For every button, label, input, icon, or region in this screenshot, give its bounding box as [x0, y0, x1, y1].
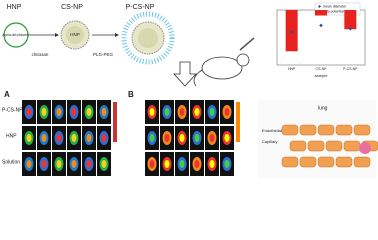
cell: [335, 124, 353, 136]
cell: [353, 156, 371, 168]
signal: [101, 160, 107, 168]
lung-label: Endothelial Cell: [262, 128, 290, 133]
cell: [307, 140, 325, 152]
signal: [209, 134, 215, 142]
signal: [164, 160, 170, 168]
x-tick-label: P-CS-NP: [343, 67, 358, 71]
mouse-head: [236, 53, 250, 67]
signal: [164, 134, 170, 142]
signal: [56, 108, 62, 116]
cell: [317, 156, 335, 168]
label-pcsnp: P-CS-NP: [126, 4, 155, 11]
pcsnp-core: [138, 28, 158, 48]
signal: [179, 134, 185, 142]
signal: [149, 108, 155, 116]
signal: [194, 108, 200, 116]
signal: [209, 108, 215, 116]
signal: [86, 160, 92, 168]
csnp-core: [66, 26, 84, 44]
page: {"top": {"labels": ["HNP", "CS-NP", "P-C…: [2, 2, 378, 178]
diameter-point: [348, 26, 353, 31]
signal: [41, 108, 47, 116]
mouse: [201, 56, 243, 80]
mouse-tail: [193, 69, 203, 87]
signal: [149, 160, 155, 168]
x-tick-label: CS-NP: [316, 67, 328, 71]
cell: [299, 156, 317, 168]
signal: [224, 160, 230, 168]
panel-letter: B: [128, 90, 134, 99]
row-label: Solution: [2, 159, 20, 165]
x-axis-title: sample: [315, 73, 329, 78]
label-hnp: HNP: [7, 4, 22, 11]
arrow-head: [115, 33, 119, 37]
drug-label: alpha-ikb plasmid: [2, 33, 29, 37]
signal: [56, 134, 62, 142]
lung-label: lung: [318, 105, 328, 111]
cell: [317, 124, 335, 136]
row-label: P-CS-NP: [2, 107, 23, 113]
signal: [224, 134, 230, 142]
legend-label: mean diameter: [323, 4, 347, 8]
x-tick-label: HNP: [288, 67, 296, 71]
zeta-bar: [344, 10, 357, 30]
signal: [149, 134, 155, 142]
panel-letter: A: [4, 90, 10, 99]
signal: [71, 108, 77, 116]
signal: [41, 134, 47, 142]
signal: [224, 108, 230, 116]
cell: [281, 124, 299, 136]
signal: [209, 160, 215, 168]
figure: HNP CS-NP P-CS-NP alpha-ikb plasmid chit…: [2, 2, 378, 178]
signal: [26, 108, 32, 116]
signal: [86, 134, 92, 142]
plgpeg-label: PLG-PEG: [93, 52, 114, 57]
zeta-bar: [315, 10, 327, 16]
signal: [41, 160, 47, 168]
cell: [353, 124, 371, 136]
arrow-head: [55, 33, 59, 37]
label-csnp: CS-NP: [61, 4, 83, 11]
signal: [179, 160, 185, 168]
syringe: [239, 37, 255, 51]
cell: [343, 140, 361, 152]
down-arrow: [173, 61, 197, 87]
signal: [71, 160, 77, 168]
signal: [164, 108, 170, 116]
signal: [101, 108, 107, 116]
signal: [56, 160, 62, 168]
signal: [179, 108, 185, 116]
row-label: HNP: [6, 133, 17, 139]
core-label: HNP: [70, 32, 80, 37]
peg-shell: [121, 11, 175, 65]
signal: [194, 160, 200, 168]
cell: [335, 156, 353, 168]
signal: [86, 108, 92, 116]
signal: [26, 160, 32, 168]
cell-body: [359, 142, 371, 154]
cell: [299, 124, 317, 136]
signal: [26, 134, 32, 142]
cell: [281, 156, 299, 168]
legend-label: zeta potential: [323, 9, 344, 13]
lung-label: Capillary: [262, 139, 278, 144]
colorbar: [236, 102, 240, 142]
signal: [71, 134, 77, 142]
legend-swatch: [318, 5, 321, 8]
hnp-particle: [3, 22, 29, 48]
signal: [101, 134, 107, 142]
chitosan-label: chitosan: [32, 52, 49, 57]
cell: [289, 140, 307, 152]
signal: [194, 134, 200, 142]
cell: [325, 140, 343, 152]
colorbar: [113, 102, 117, 142]
diameter-point: [319, 23, 323, 28]
diameter-point: [289, 30, 294, 34]
